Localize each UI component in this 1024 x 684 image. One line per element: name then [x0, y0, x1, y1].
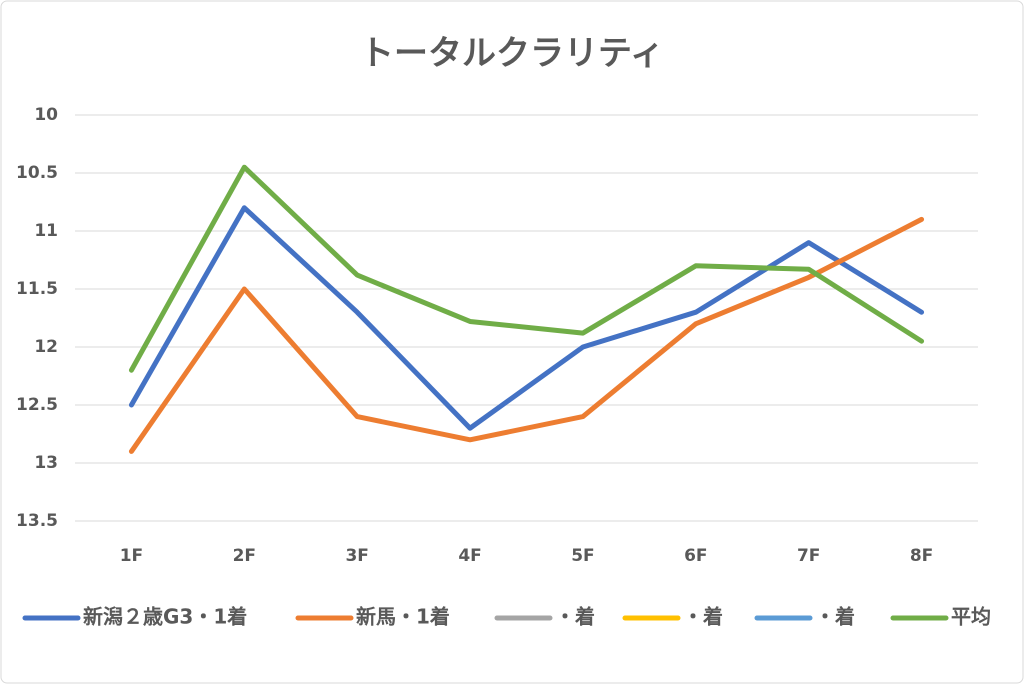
y-tick-label: 10 — [34, 105, 58, 125]
y-tick-label: 11.5 — [16, 279, 58, 299]
x-tick-label: 3F — [345, 546, 368, 566]
y-tick-label: 13 — [34, 453, 58, 473]
legend-label: 新馬・1着 — [356, 605, 450, 629]
legend-label: ・着 — [815, 605, 855, 629]
x-tick-label: 2F — [233, 546, 256, 566]
y-tick-label: 11 — [34, 221, 58, 241]
x-tick-label: 1F — [120, 546, 143, 566]
series-line — [128, 205, 925, 431]
series-line — [128, 216, 925, 454]
y-tick-label: 13.5 — [16, 511, 58, 531]
legend-label: ・着 — [683, 605, 723, 629]
chart-title: トータルクラリティ — [360, 34, 664, 74]
series-line — [128, 164, 925, 373]
legend-label: 新潟２歳G3・1着 — [83, 605, 247, 629]
x-tick-label: 8F — [910, 546, 933, 566]
y-tick-label: 12.5 — [16, 395, 58, 415]
x-tick-label: 5F — [571, 546, 594, 566]
y-tick-label: 10.5 — [16, 163, 58, 183]
y-tick-label: 12 — [34, 337, 58, 357]
legend-label: ・着 — [555, 605, 595, 629]
x-tick-label: 7F — [797, 546, 820, 566]
x-tick-label: 4F — [458, 546, 481, 566]
legend-label: 平均 — [951, 605, 991, 629]
x-tick-label: 6F — [684, 546, 707, 566]
